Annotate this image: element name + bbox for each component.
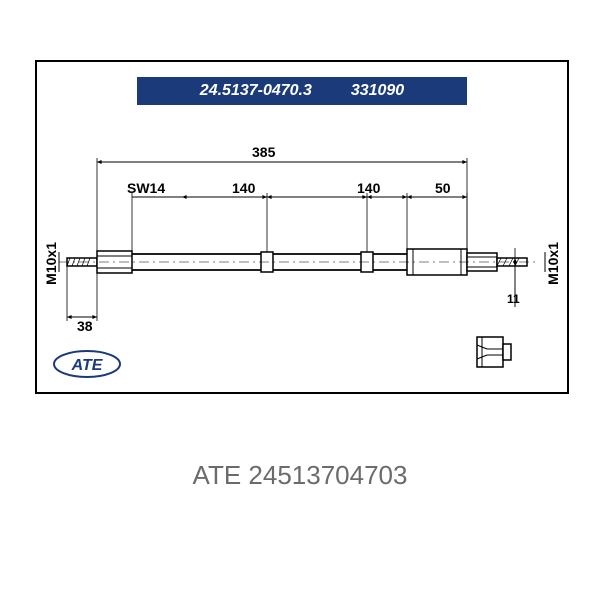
len-end-label: 50 (435, 180, 451, 196)
right-thread-label: M10x1 (545, 242, 561, 285)
caption-sku: 24513704703 (248, 460, 407, 490)
wrench-label: SW14 (127, 180, 165, 196)
left-thread-label: M10x1 (43, 242, 59, 285)
len-total-label: 385 (252, 144, 275, 160)
ate-logo: ATE (52, 348, 122, 380)
len-tip-label: 38 (77, 318, 93, 334)
diagram-frame: 24.5137-0470.3 331090 M10x1 M10x1 SW14 3… (35, 60, 569, 394)
dia-label: 11 (507, 292, 520, 306)
len-mid2-label: 140 (357, 180, 380, 196)
len-mid1-label: 140 (232, 180, 255, 196)
svg-text:ATE: ATE (71, 357, 104, 374)
caption-brand: ATE (193, 460, 242, 490)
hose-diagram (37, 62, 567, 392)
caption: ATE 24513704703 (0, 460, 600, 491)
